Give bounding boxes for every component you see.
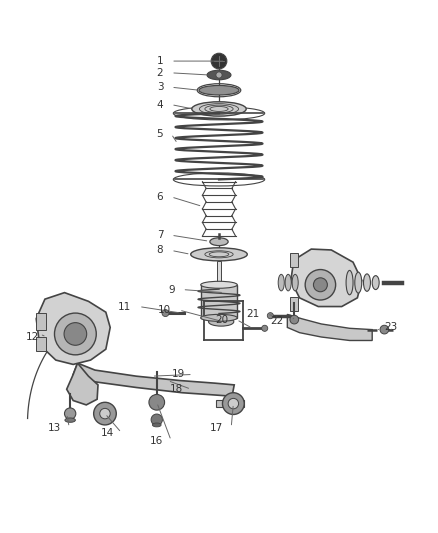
Text: 5: 5 <box>157 129 163 139</box>
Text: 19: 19 <box>172 369 185 379</box>
Ellipse shape <box>285 274 291 291</box>
Circle shape <box>54 313 96 355</box>
Bar <box>36 313 46 329</box>
Ellipse shape <box>199 85 239 95</box>
Bar <box>217 261 221 284</box>
Text: 10: 10 <box>158 305 171 315</box>
Text: 21: 21 <box>246 309 259 319</box>
Circle shape <box>100 408 110 419</box>
Polygon shape <box>36 293 110 365</box>
Text: 4: 4 <box>157 100 163 110</box>
Text: 11: 11 <box>118 302 131 312</box>
Polygon shape <box>287 314 372 341</box>
Circle shape <box>314 278 327 292</box>
Text: 14: 14 <box>100 428 114 438</box>
Circle shape <box>149 394 165 410</box>
Circle shape <box>380 325 389 334</box>
Circle shape <box>261 325 268 332</box>
Ellipse shape <box>292 274 298 291</box>
Text: 17: 17 <box>210 423 223 433</box>
Ellipse shape <box>65 418 75 422</box>
Text: 7: 7 <box>157 230 163 240</box>
Ellipse shape <box>208 318 234 326</box>
Circle shape <box>223 393 244 415</box>
Circle shape <box>228 398 239 409</box>
Ellipse shape <box>201 281 237 288</box>
Text: 16: 16 <box>150 435 163 446</box>
Ellipse shape <box>210 238 228 246</box>
Ellipse shape <box>201 314 237 321</box>
Text: 2: 2 <box>157 68 163 78</box>
Ellipse shape <box>346 270 353 295</box>
Bar <box>216 400 244 407</box>
Text: 23: 23 <box>385 322 398 333</box>
Ellipse shape <box>191 248 247 261</box>
Circle shape <box>290 315 299 324</box>
Circle shape <box>162 310 169 317</box>
Polygon shape <box>291 249 362 306</box>
Bar <box>36 337 46 351</box>
Ellipse shape <box>355 272 362 293</box>
Ellipse shape <box>192 102 246 116</box>
Text: 12: 12 <box>25 332 39 342</box>
Text: 22: 22 <box>270 316 283 326</box>
Polygon shape <box>73 363 234 396</box>
Text: 20: 20 <box>215 314 229 325</box>
Circle shape <box>64 322 87 345</box>
Ellipse shape <box>364 274 371 292</box>
Text: 8: 8 <box>157 245 163 255</box>
Bar <box>290 297 298 311</box>
Text: 1: 1 <box>157 56 163 66</box>
Circle shape <box>267 313 273 319</box>
Ellipse shape <box>152 423 161 427</box>
Text: 6: 6 <box>157 192 163 202</box>
Bar <box>201 285 237 318</box>
Ellipse shape <box>207 70 231 80</box>
Circle shape <box>211 53 227 69</box>
Text: 3: 3 <box>157 82 163 92</box>
Text: 18: 18 <box>170 384 184 394</box>
Circle shape <box>216 72 222 78</box>
Circle shape <box>305 270 336 300</box>
Text: 9: 9 <box>168 285 175 295</box>
Ellipse shape <box>278 274 284 291</box>
Circle shape <box>94 402 116 425</box>
Circle shape <box>64 408 76 419</box>
Text: 13: 13 <box>48 423 61 433</box>
Circle shape <box>151 414 162 425</box>
Polygon shape <box>67 363 98 405</box>
Bar <box>290 253 298 266</box>
Ellipse shape <box>372 276 379 289</box>
